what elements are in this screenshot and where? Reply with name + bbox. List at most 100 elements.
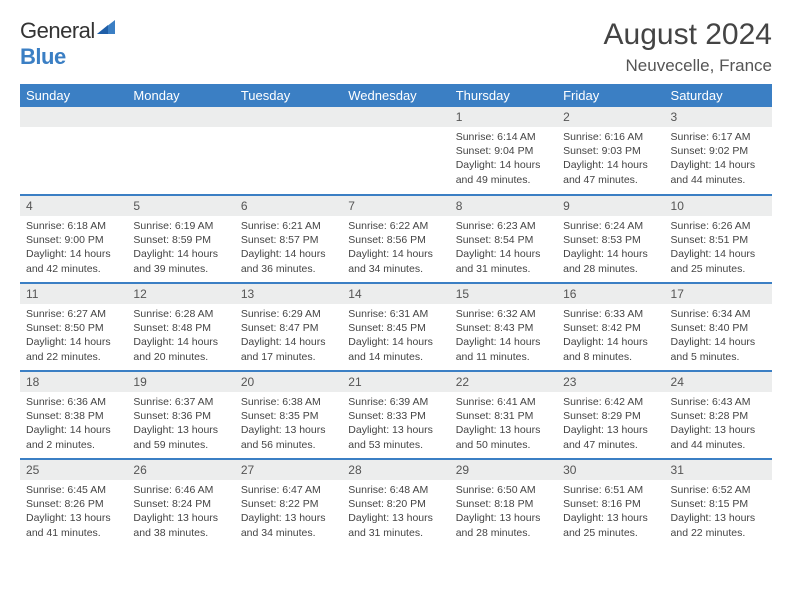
- day-details: Sunrise: 6:26 AMSunset: 8:51 PMDaylight:…: [665, 216, 772, 280]
- day-details: Sunrise: 6:39 AMSunset: 8:33 PMDaylight:…: [342, 392, 449, 456]
- day-number: 9: [557, 196, 664, 216]
- day-number: 19: [127, 372, 234, 392]
- calendar-cell: 5Sunrise: 6:19 AMSunset: 8:59 PMDaylight…: [127, 195, 234, 283]
- calendar-cell: 26Sunrise: 6:46 AMSunset: 8:24 PMDayligh…: [127, 459, 234, 547]
- day-number: 5: [127, 196, 234, 216]
- day-details: Sunrise: 6:18 AMSunset: 9:00 PMDaylight:…: [20, 216, 127, 280]
- calendar-cell: 16Sunrise: 6:33 AMSunset: 8:42 PMDayligh…: [557, 283, 664, 371]
- day-details: Sunrise: 6:46 AMSunset: 8:24 PMDaylight:…: [127, 480, 234, 544]
- calendar-cell: 9Sunrise: 6:24 AMSunset: 8:53 PMDaylight…: [557, 195, 664, 283]
- day-header: Tuesday: [235, 84, 342, 107]
- day-details: Sunrise: 6:24 AMSunset: 8:53 PMDaylight:…: [557, 216, 664, 280]
- calendar-cell: 31Sunrise: 6:52 AMSunset: 8:15 PMDayligh…: [665, 459, 772, 547]
- day-number: 12: [127, 284, 234, 304]
- logo-text: General Blue: [20, 18, 115, 70]
- calendar-cell: [127, 107, 234, 195]
- day-details: Sunrise: 6:43 AMSunset: 8:28 PMDaylight:…: [665, 392, 772, 456]
- calendar-cell: 17Sunrise: 6:34 AMSunset: 8:40 PMDayligh…: [665, 283, 772, 371]
- calendar-cell: [20, 107, 127, 195]
- day-number: 8: [450, 196, 557, 216]
- calendar-cell: 20Sunrise: 6:38 AMSunset: 8:35 PMDayligh…: [235, 371, 342, 459]
- calendar-cell: 14Sunrise: 6:31 AMSunset: 8:45 PMDayligh…: [342, 283, 449, 371]
- calendar-cell: 21Sunrise: 6:39 AMSunset: 8:33 PMDayligh…: [342, 371, 449, 459]
- calendar-cell: 23Sunrise: 6:42 AMSunset: 8:29 PMDayligh…: [557, 371, 664, 459]
- day-number: 17: [665, 284, 772, 304]
- calendar-cell: 22Sunrise: 6:41 AMSunset: 8:31 PMDayligh…: [450, 371, 557, 459]
- calendar-head: SundayMondayTuesdayWednesdayThursdayFrid…: [20, 84, 772, 107]
- calendar-row: 1Sunrise: 6:14 AMSunset: 9:04 PMDaylight…: [20, 107, 772, 195]
- day-details: Sunrise: 6:19 AMSunset: 8:59 PMDaylight:…: [127, 216, 234, 280]
- day-number: 27: [235, 460, 342, 480]
- day-number: 1: [450, 107, 557, 127]
- day-details: Sunrise: 6:45 AMSunset: 8:26 PMDaylight:…: [20, 480, 127, 544]
- calendar-cell: [235, 107, 342, 195]
- day-number: 10: [665, 196, 772, 216]
- day-header: Thursday: [450, 84, 557, 107]
- calendar-body: 1Sunrise: 6:14 AMSunset: 9:04 PMDaylight…: [20, 107, 772, 547]
- calendar-cell: 11Sunrise: 6:27 AMSunset: 8:50 PMDayligh…: [20, 283, 127, 371]
- calendar-cell: 15Sunrise: 6:32 AMSunset: 8:43 PMDayligh…: [450, 283, 557, 371]
- day-details: Sunrise: 6:34 AMSunset: 8:40 PMDaylight:…: [665, 304, 772, 368]
- day-details: Sunrise: 6:22 AMSunset: 8:56 PMDaylight:…: [342, 216, 449, 280]
- calendar-table: SundayMondayTuesdayWednesdayThursdayFrid…: [20, 84, 772, 547]
- day-details: Sunrise: 6:50 AMSunset: 8:18 PMDaylight:…: [450, 480, 557, 544]
- calendar-cell: 7Sunrise: 6:22 AMSunset: 8:56 PMDaylight…: [342, 195, 449, 283]
- calendar-cell: 12Sunrise: 6:28 AMSunset: 8:48 PMDayligh…: [127, 283, 234, 371]
- calendar-cell: 6Sunrise: 6:21 AMSunset: 8:57 PMDaylight…: [235, 195, 342, 283]
- logo-word2: Blue: [20, 44, 66, 69]
- calendar-cell: 8Sunrise: 6:23 AMSunset: 8:54 PMDaylight…: [450, 195, 557, 283]
- day-details: Sunrise: 6:41 AMSunset: 8:31 PMDaylight:…: [450, 392, 557, 456]
- day-details: Sunrise: 6:52 AMSunset: 8:15 PMDaylight:…: [665, 480, 772, 544]
- calendar-page: General Blue August 2024 Neuvecelle, Fra…: [0, 0, 792, 547]
- day-number: 18: [20, 372, 127, 392]
- day-number: 7: [342, 196, 449, 216]
- day-number-empty: [235, 107, 342, 127]
- day-number: 31: [665, 460, 772, 480]
- calendar-row: 18Sunrise: 6:36 AMSunset: 8:38 PMDayligh…: [20, 371, 772, 459]
- calendar-row: 4Sunrise: 6:18 AMSunset: 9:00 PMDaylight…: [20, 195, 772, 283]
- day-number: 6: [235, 196, 342, 216]
- day-number: 11: [20, 284, 127, 304]
- day-details: Sunrise: 6:48 AMSunset: 8:20 PMDaylight:…: [342, 480, 449, 544]
- calendar-cell: 2Sunrise: 6:16 AMSunset: 9:03 PMDaylight…: [557, 107, 664, 195]
- day-number: 13: [235, 284, 342, 304]
- day-details: Sunrise: 6:16 AMSunset: 9:03 PMDaylight:…: [557, 127, 664, 191]
- calendar-cell: 3Sunrise: 6:17 AMSunset: 9:02 PMDaylight…: [665, 107, 772, 195]
- calendar-cell: 19Sunrise: 6:37 AMSunset: 8:36 PMDayligh…: [127, 371, 234, 459]
- calendar-cell: 28Sunrise: 6:48 AMSunset: 8:20 PMDayligh…: [342, 459, 449, 547]
- day-header: Sunday: [20, 84, 127, 107]
- day-details: Sunrise: 6:27 AMSunset: 8:50 PMDaylight:…: [20, 304, 127, 368]
- month-title: August 2024: [604, 18, 772, 52]
- day-header: Saturday: [665, 84, 772, 107]
- logo-word1: General: [20, 18, 95, 43]
- day-header-row: SundayMondayTuesdayWednesdayThursdayFrid…: [20, 84, 772, 107]
- day-number: 23: [557, 372, 664, 392]
- day-details: Sunrise: 6:51 AMSunset: 8:16 PMDaylight:…: [557, 480, 664, 544]
- day-number: 24: [665, 372, 772, 392]
- header: General Blue August 2024 Neuvecelle, Fra…: [20, 18, 772, 76]
- calendar-row: 25Sunrise: 6:45 AMSunset: 8:26 PMDayligh…: [20, 459, 772, 547]
- day-details: Sunrise: 6:32 AMSunset: 8:43 PMDaylight:…: [450, 304, 557, 368]
- day-number: 4: [20, 196, 127, 216]
- calendar-cell: 27Sunrise: 6:47 AMSunset: 8:22 PMDayligh…: [235, 459, 342, 547]
- day-number: 28: [342, 460, 449, 480]
- calendar-row: 11Sunrise: 6:27 AMSunset: 8:50 PMDayligh…: [20, 283, 772, 371]
- day-details: Sunrise: 6:23 AMSunset: 8:54 PMDaylight:…: [450, 216, 557, 280]
- day-details: Sunrise: 6:17 AMSunset: 9:02 PMDaylight:…: [665, 127, 772, 191]
- day-number: 14: [342, 284, 449, 304]
- day-number: 30: [557, 460, 664, 480]
- day-header: Wednesday: [342, 84, 449, 107]
- day-details: Sunrise: 6:31 AMSunset: 8:45 PMDaylight:…: [342, 304, 449, 368]
- day-header: Friday: [557, 84, 664, 107]
- calendar-cell: 25Sunrise: 6:45 AMSunset: 8:26 PMDayligh…: [20, 459, 127, 547]
- calendar-cell: 10Sunrise: 6:26 AMSunset: 8:51 PMDayligh…: [665, 195, 772, 283]
- day-details: Sunrise: 6:37 AMSunset: 8:36 PMDaylight:…: [127, 392, 234, 456]
- day-number-empty: [20, 107, 127, 127]
- day-number: 15: [450, 284, 557, 304]
- calendar-cell: 18Sunrise: 6:36 AMSunset: 8:38 PMDayligh…: [20, 371, 127, 459]
- logo-triangle-icon: [97, 20, 115, 34]
- day-number: 21: [342, 372, 449, 392]
- day-number: 25: [20, 460, 127, 480]
- calendar-cell: 24Sunrise: 6:43 AMSunset: 8:28 PMDayligh…: [665, 371, 772, 459]
- calendar-cell: 29Sunrise: 6:50 AMSunset: 8:18 PMDayligh…: [450, 459, 557, 547]
